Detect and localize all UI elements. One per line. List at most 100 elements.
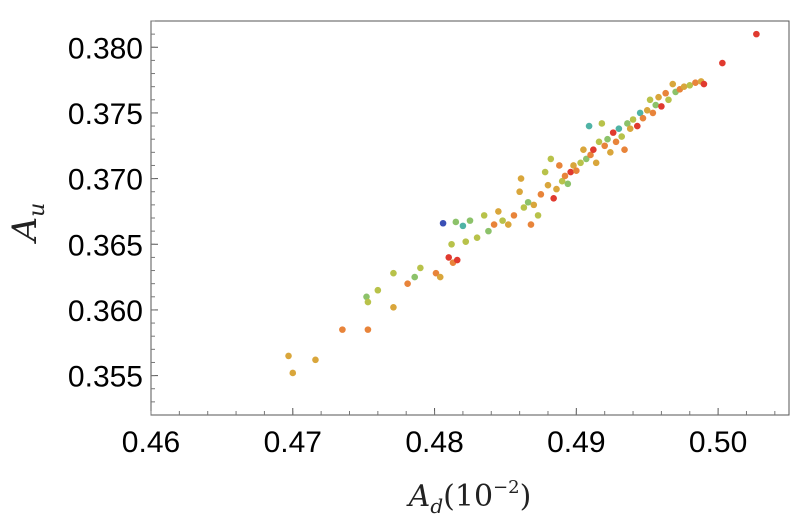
scatter-point (621, 146, 628, 154)
y-tick-label: 0.360 (68, 295, 143, 328)
scatter-point (615, 125, 623, 132)
scatter-point (598, 120, 606, 127)
scatter-point (692, 79, 699, 87)
scatter-point (448, 240, 455, 248)
scatter-point (432, 269, 440, 277)
scatter-point (618, 133, 626, 140)
scatter-point (466, 217, 474, 224)
scatter-point (312, 356, 319, 364)
scatter-point (553, 185, 560, 193)
scatter-point (534, 212, 542, 219)
scatter-point (680, 83, 688, 90)
scatter-point (445, 254, 453, 261)
scatter-point (612, 138, 620, 146)
scatter-point (390, 304, 397, 311)
scatter-point (570, 162, 577, 169)
scatter-point (604, 135, 611, 143)
x-tick-label: 0.48 (405, 426, 463, 459)
scatter-point (595, 138, 603, 146)
scatter-point (527, 221, 535, 228)
scatter-point (629, 116, 637, 123)
scatter-point (480, 212, 488, 219)
scatter-point (285, 352, 292, 360)
scatter-point (601, 142, 608, 150)
scatter-point (473, 234, 481, 241)
scatter-point (517, 175, 525, 182)
scatter-point (558, 177, 566, 185)
scatter-point (541, 168, 549, 176)
scatter-point (453, 256, 461, 264)
y-tick-label: 0.365 (68, 229, 143, 262)
scatter-point (567, 168, 574, 176)
scatter-point (436, 273, 444, 281)
x-tick-label: 0.47 (264, 426, 322, 459)
scatter-point (289, 369, 297, 377)
scatter-point (550, 195, 557, 202)
scatter-point (495, 208, 502, 215)
x-tick-label: 0.50 (689, 426, 747, 459)
scatter-point (662, 89, 669, 97)
scatter-point (411, 273, 419, 281)
scatter-point (524, 198, 532, 206)
scatter-point (607, 149, 614, 156)
scatter-point (516, 188, 523, 196)
y-tick-label: 0.355 (68, 361, 143, 394)
scatter-point (374, 286, 382, 294)
scatter-point (626, 125, 634, 132)
scatter-point (556, 162, 563, 169)
scatter-point (404, 280, 411, 287)
scatter-point (490, 221, 498, 228)
x-axis-ticks: 0.46 0.47 0.48 0.49 0.50 (122, 408, 776, 459)
scatter-point (364, 326, 372, 333)
scatter-point (547, 155, 555, 163)
scatter-point (339, 326, 346, 333)
scatter-point (520, 204, 528, 211)
x-tick-label: 0.46 (122, 426, 180, 459)
scatter-point (504, 221, 512, 228)
scatter-point (636, 109, 644, 117)
scatter-point (390, 269, 397, 277)
scatter-point (452, 218, 460, 226)
scatter-point (573, 167, 580, 175)
scatter-point (459, 222, 467, 230)
scatter-points (285, 30, 760, 377)
scatter-point (700, 80, 708, 88)
scatter-point (537, 191, 545, 198)
scatter-point (686, 82, 694, 89)
y-tick-label: 0.370 (68, 164, 143, 197)
scatter-point (585, 122, 593, 130)
y-axis-label: Au (5, 203, 50, 245)
scatter-point (544, 181, 552, 189)
scatter-point (655, 93, 662, 101)
scatter-point (580, 146, 587, 154)
scatter-point (364, 298, 372, 306)
scatter-point (665, 96, 672, 104)
scatter-point (592, 159, 600, 167)
scatter-point (643, 107, 651, 114)
scatter-point (363, 293, 370, 301)
y-tick-label: 0.380 (68, 32, 143, 65)
scatter-point (753, 30, 760, 38)
scatter-point (561, 172, 569, 180)
x-axis-label: Ad(10−2) (406, 477, 532, 518)
scatter-point (462, 238, 470, 245)
y-tick-label: 0.375 (68, 98, 143, 131)
scatter-point (633, 122, 641, 130)
scatter-point (646, 96, 654, 104)
scatter-point (577, 159, 584, 167)
scatter-point (510, 212, 518, 219)
scatter-point (564, 180, 572, 188)
scatter-point (652, 101, 660, 109)
scatter-point (609, 129, 617, 136)
scatter-point (530, 201, 538, 209)
scatter-point (639, 114, 647, 122)
x-tick-label: 0.49 (547, 426, 605, 459)
scatter-point (499, 217, 506, 224)
scatter-point (439, 219, 447, 227)
scatter-point (658, 103, 665, 110)
scatter-point (417, 264, 424, 272)
scatter-point (590, 146, 597, 154)
scatter-point (669, 80, 677, 88)
y-axis-ticks: 0.355 0.360 0.365 0.370 0.375 0.380 (68, 20, 158, 403)
